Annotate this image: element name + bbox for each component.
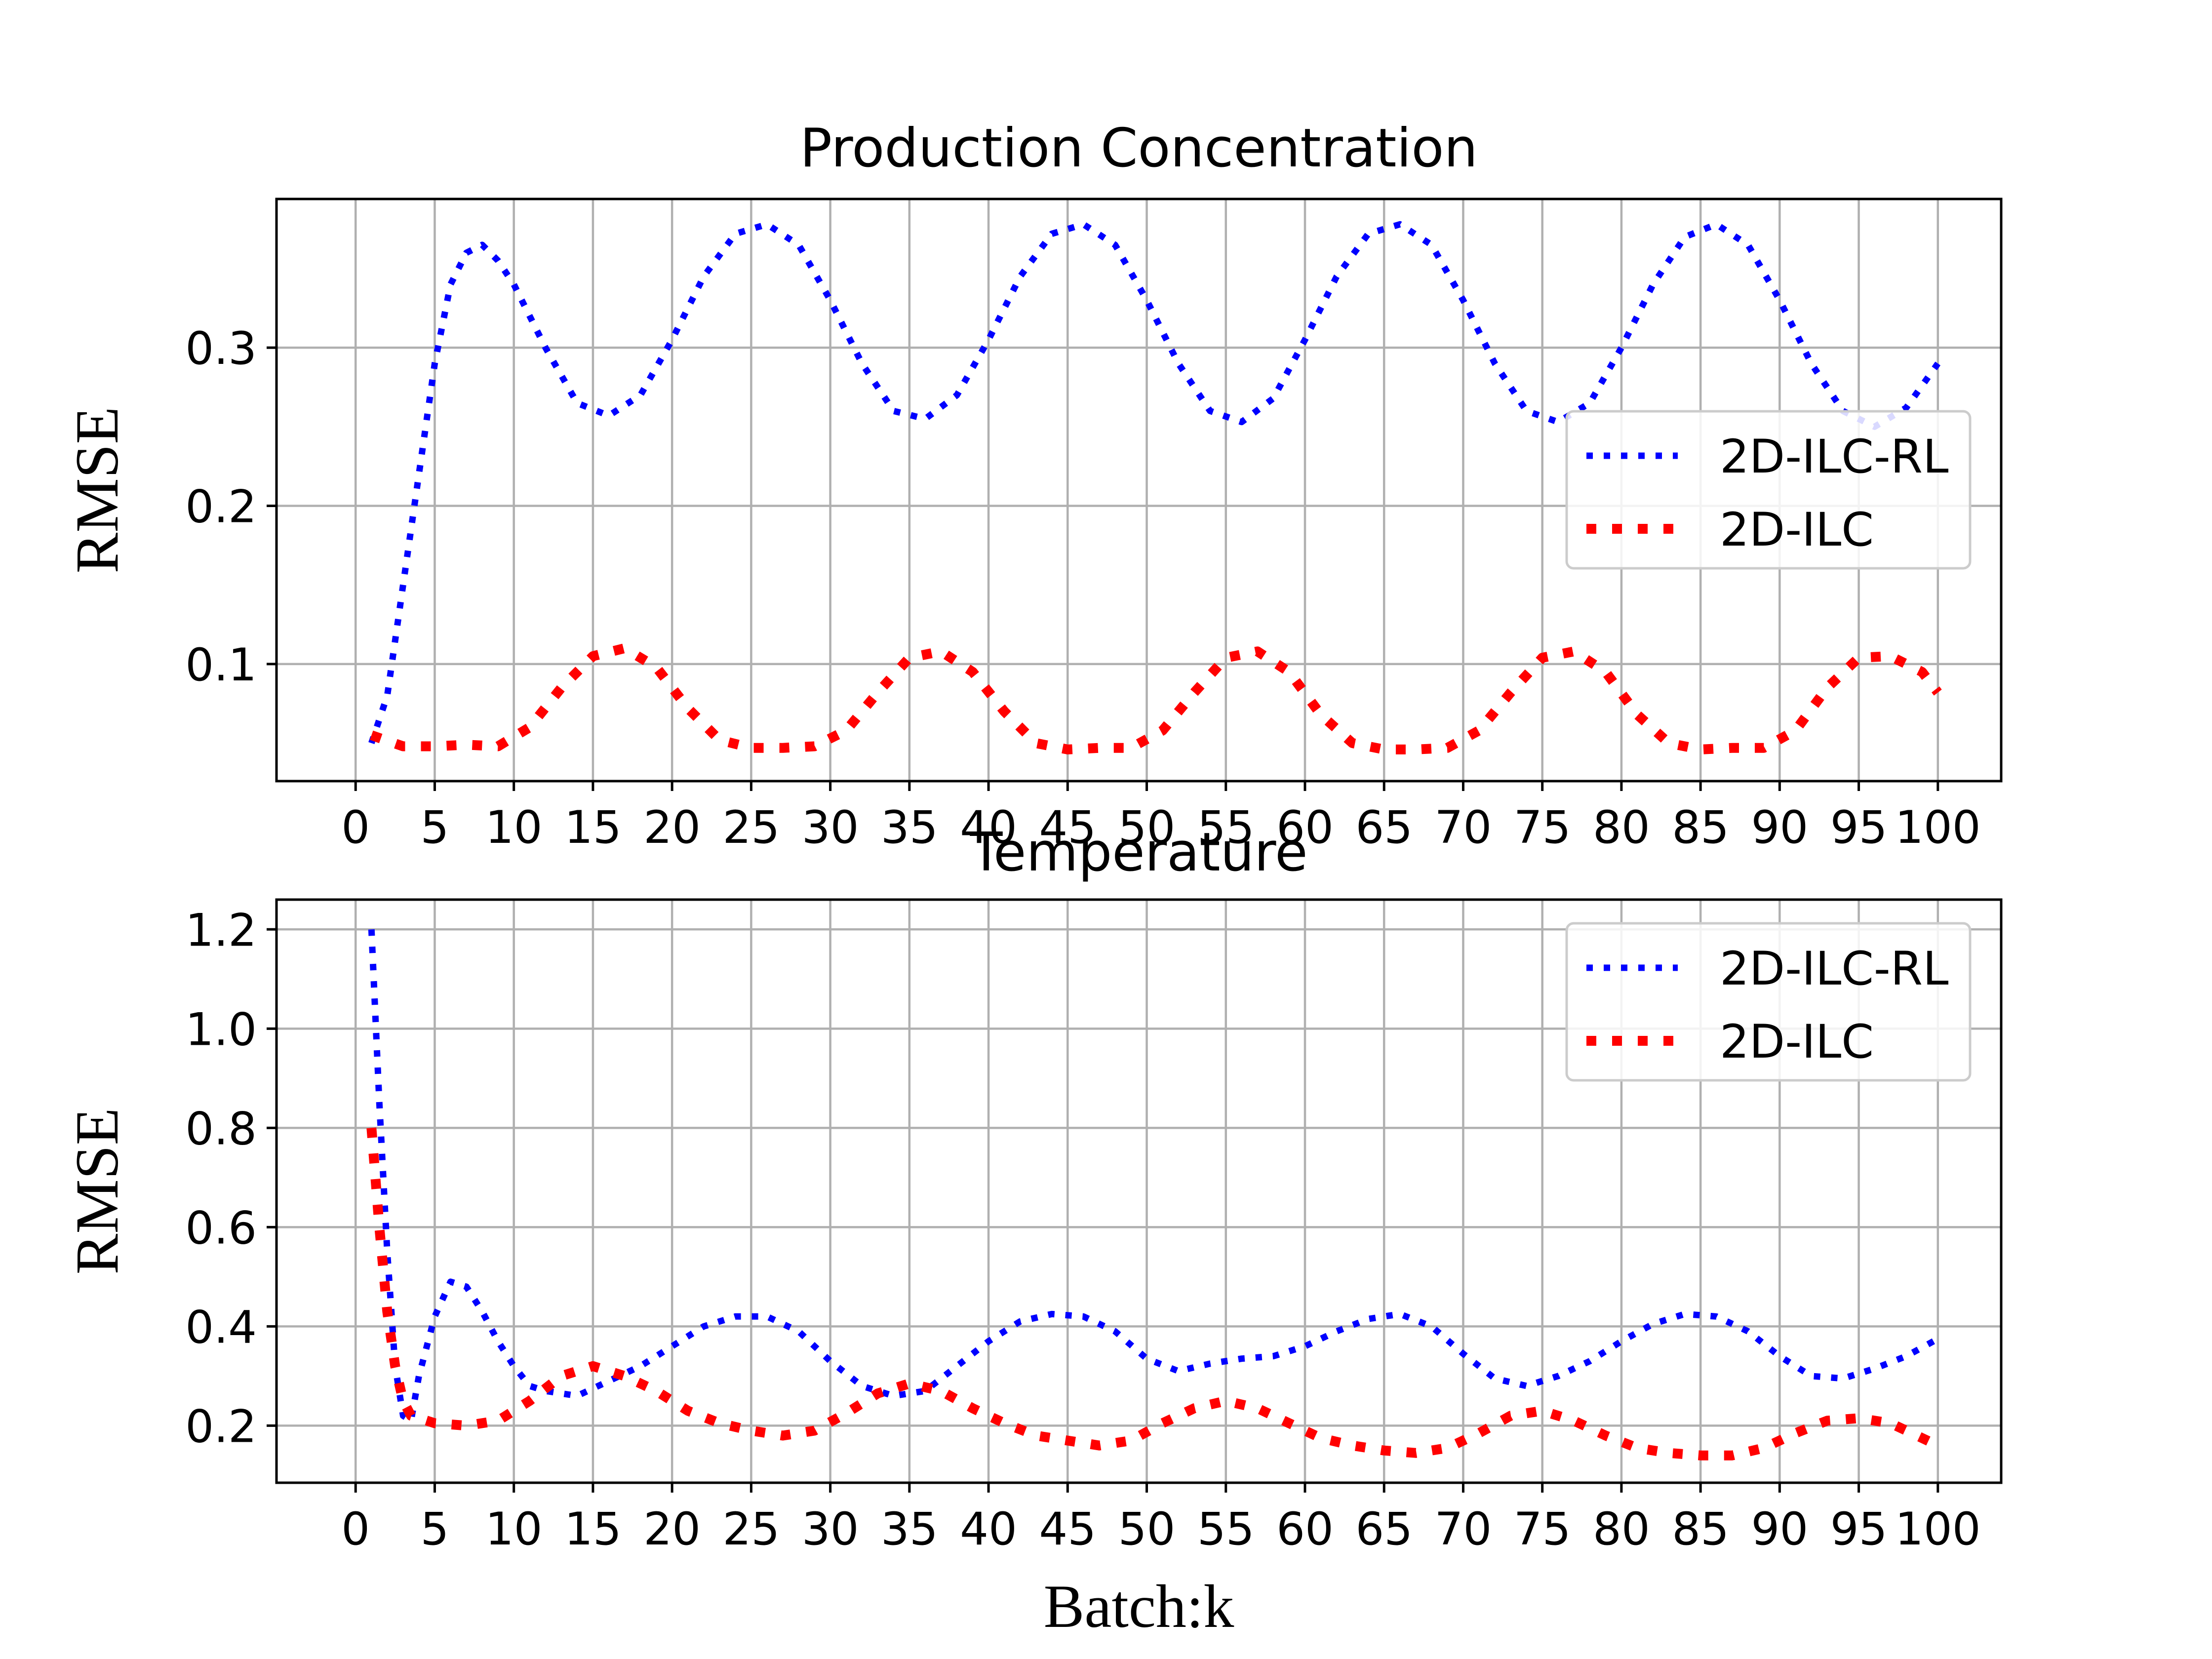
y-tick-label: 0.3 bbox=[185, 323, 257, 375]
x-tick-label: 15 bbox=[564, 802, 622, 854]
x-tick-label: 85 bbox=[1672, 1503, 1729, 1555]
legend-label: 2D-ILC bbox=[1720, 503, 1874, 557]
y-axis-label: RMSE bbox=[63, 407, 131, 574]
series-line-2d-ilc-rl bbox=[368, 929, 1939, 1424]
x-tick-label: 80 bbox=[1593, 802, 1650, 854]
x-tick-label: 75 bbox=[1514, 802, 1571, 854]
y-tick-label: 0.4 bbox=[185, 1302, 257, 1353]
x-tick-label: 5 bbox=[421, 1503, 449, 1555]
x-tick-label: 25 bbox=[722, 802, 780, 854]
x-tick-label: 70 bbox=[1435, 1503, 1492, 1555]
y-tick-label: 0.8 bbox=[185, 1103, 257, 1155]
x-tick-label: 10 bbox=[485, 802, 543, 854]
x-tick-label: 90 bbox=[1751, 802, 1808, 854]
y-tick-label: 1.2 bbox=[185, 905, 257, 956]
x-tick-label: 65 bbox=[1355, 802, 1413, 854]
x-tick-label: 0 bbox=[341, 802, 370, 854]
legend-label: 2D-ILC-RL bbox=[1720, 430, 1948, 484]
x-tick-label: 75 bbox=[1514, 1503, 1571, 1555]
x-tick-label: 30 bbox=[802, 1503, 859, 1555]
x-tick-label: 20 bbox=[643, 1503, 701, 1555]
x-tick-label: 45 bbox=[1039, 1503, 1096, 1555]
x-axis-label: Batch:k bbox=[1044, 1573, 1234, 1640]
x-tick-label: 35 bbox=[881, 802, 938, 854]
y-axis-label: RMSE bbox=[63, 1108, 131, 1275]
x-tick-label: 80 bbox=[1593, 1503, 1650, 1555]
y-tick-label: 0.2 bbox=[185, 481, 257, 533]
x-tick-label: 40 bbox=[960, 1503, 1017, 1555]
x-tick-label: 65 bbox=[1355, 1503, 1413, 1555]
axes-frame bbox=[275, 198, 2003, 783]
x-tick-label: 35 bbox=[881, 1503, 938, 1555]
x-tick-label: 60 bbox=[1276, 802, 1334, 854]
y-tick-label: 1.0 bbox=[185, 1004, 257, 1056]
axes-frame bbox=[275, 898, 2003, 1484]
y-tick-label: 0.1 bbox=[185, 639, 257, 691]
x-tick-label: 90 bbox=[1751, 1503, 1808, 1555]
x-tick-label: 85 bbox=[1672, 802, 1729, 854]
x-tick-label: 70 bbox=[1435, 802, 1492, 854]
x-tick-label: 40 bbox=[960, 802, 1017, 854]
x-tick-label: 20 bbox=[643, 802, 701, 854]
x-tick-label: 100 bbox=[1895, 1503, 1981, 1555]
production-concentration-panel: 0 5 10 15 20 25 30 35 40 45 50 55 60 65 70 75 80 85 90 95 10… bbox=[63, 118, 2003, 854]
y-tick-label: 0.2 bbox=[185, 1401, 257, 1453]
chart-title: Temperature bbox=[969, 822, 1307, 883]
x-tick-label: 55 bbox=[1197, 1503, 1255, 1555]
legend: 2D-ILC-RL 2D-ILC bbox=[1565, 410, 1972, 570]
legend-label: 2D-ILC bbox=[1720, 1015, 1874, 1069]
x-tick-label: 95 bbox=[1830, 802, 1888, 854]
legend-label: 2D-ILC-RL bbox=[1720, 942, 1948, 996]
x-tick-label: 100 bbox=[1895, 802, 1981, 854]
x-tick-label: 30 bbox=[802, 802, 859, 854]
x-tick-label: 15 bbox=[564, 1503, 622, 1555]
series-line-2d-ilc bbox=[366, 1127, 1940, 1461]
x-tick-label: 25 bbox=[722, 1503, 780, 1555]
x-tick-label: 55 bbox=[1197, 802, 1255, 854]
x-tick-label: 60 bbox=[1276, 1503, 1334, 1555]
x-tick-label: 50 bbox=[1118, 802, 1176, 854]
x-tick-label: 0 bbox=[341, 1503, 370, 1555]
x-tick-label: 50 bbox=[1118, 1503, 1176, 1555]
x-tick-label: 95 bbox=[1830, 1503, 1888, 1555]
chart-title: Production Concentration bbox=[800, 118, 1478, 179]
series-line-2d-ilc bbox=[370, 643, 1942, 754]
x-tick-label: 45 bbox=[1039, 802, 1096, 854]
legend: 2D-ILC-RL 2D-ILC bbox=[1565, 922, 1972, 1082]
temperature-panel: 0 5 10 15 20 25 30 35 40 45 50 55 60 65 70 75 80 85 90 95 10… bbox=[63, 822, 2003, 1640]
y-tick-label: 0.6 bbox=[185, 1202, 257, 1254]
x-tick-label: 5 bbox=[421, 802, 449, 854]
x-tick-label: 10 bbox=[485, 1503, 543, 1555]
